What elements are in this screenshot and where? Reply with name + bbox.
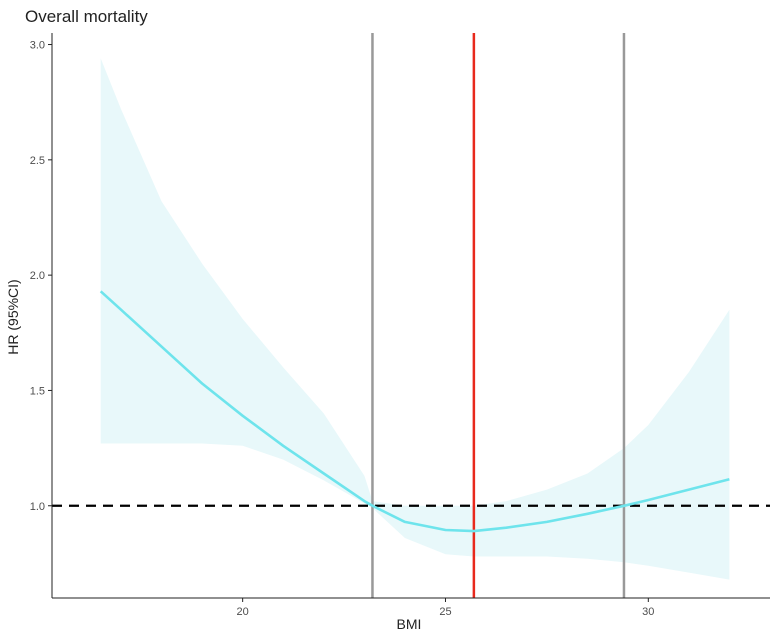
x-tick-label: 30 xyxy=(642,606,654,618)
hr-curve xyxy=(99,290,730,533)
chart-title: Overall mortality xyxy=(25,7,148,26)
y-tick-label: 1.0 xyxy=(30,501,45,513)
confidence-band xyxy=(100,58,730,580)
y-tick-label: 2.0 xyxy=(30,270,45,282)
y-tick-label: 3.0 xyxy=(30,40,45,52)
x-tick-label: 20 xyxy=(237,606,249,618)
x-axis-label: BMI xyxy=(397,616,422,632)
x-tick-label: 25 xyxy=(439,606,451,618)
y-tick-label: 1.5 xyxy=(30,385,45,397)
y-tick-label: 2.5 xyxy=(30,155,45,167)
plot-area: 1.0 1.5 2.0 2.5 3.0 20 25 30 xyxy=(30,33,770,618)
y-axis-label: HR (95%CI) xyxy=(5,279,21,354)
